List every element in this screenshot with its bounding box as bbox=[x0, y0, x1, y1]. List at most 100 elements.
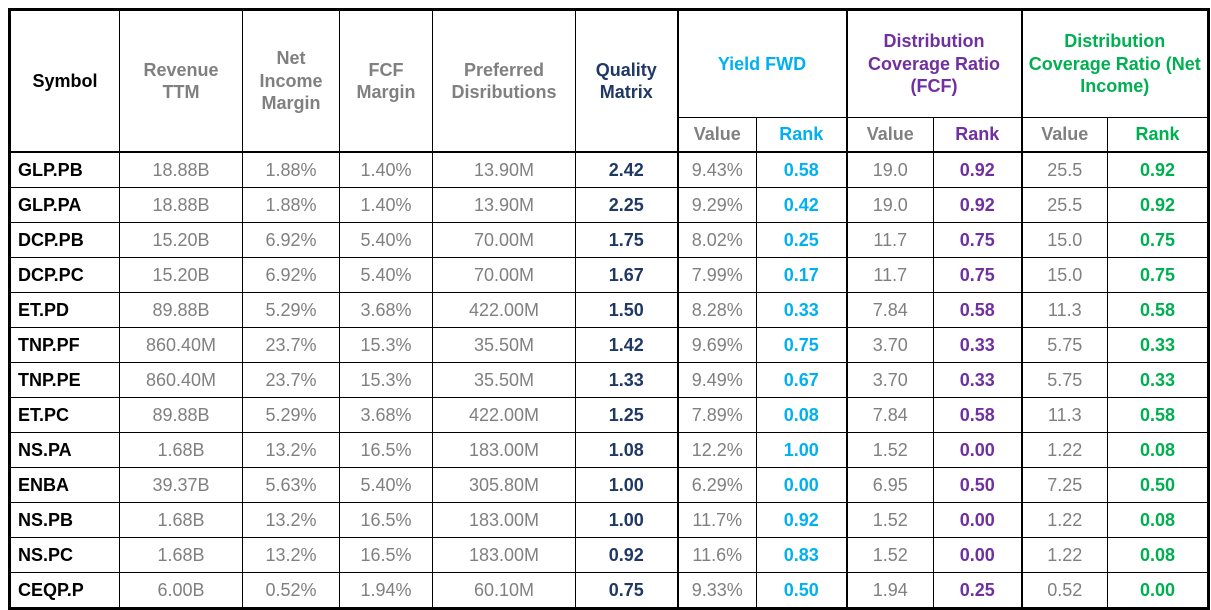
cell-net-income-margin: 13.2% bbox=[242, 432, 340, 468]
cell-yield-value: 6.29% bbox=[676, 467, 757, 503]
table-row: TNP.PF 860.40M 23.7% 15.3% 35.50M 1.42 9.69% 0.… bbox=[9, 327, 1210, 363]
cell-yield-value: 9.33% bbox=[676, 572, 757, 609]
cell-revenue-ttm: 89.88B bbox=[119, 292, 243, 328]
cell-dcr-ni-rank: 0.00 bbox=[1107, 572, 1210, 609]
cell-dcr-fcf-rank: 0.92 bbox=[932, 151, 1023, 188]
cell-dcr-fcf-rank: 0.33 bbox=[932, 362, 1023, 398]
cell-quality-matrix: 1.33 bbox=[575, 362, 678, 398]
cell-dcr-ni-rank: 0.75 bbox=[1107, 257, 1210, 293]
subheader-dcr-fcf-rank: Rank bbox=[932, 117, 1023, 153]
cell-revenue-ttm: 89.88B bbox=[119, 397, 243, 433]
cell-preferred-distributions: 13.90M bbox=[432, 187, 576, 223]
cell-revenue-ttm: 1.68B bbox=[119, 537, 243, 573]
cell-fcf-margin: 5.40% bbox=[339, 257, 433, 293]
cell-yield-value: 7.89% bbox=[676, 397, 757, 433]
cell-net-income-margin: 5.29% bbox=[242, 292, 340, 328]
cell-dcr-fcf-value: 7.84 bbox=[845, 292, 934, 328]
group-header-dcr-fcf: Distribution Coverage Ratio (FCF) bbox=[845, 9, 1023, 118]
cell-dcr-ni-rank: 0.75 bbox=[1107, 222, 1210, 258]
cell-dcr-fcf-rank: 0.50 bbox=[932, 467, 1023, 503]
cell-preferred-distributions: 422.00M bbox=[432, 292, 576, 328]
cell-dcr-fcf-value: 19.0 bbox=[845, 187, 934, 223]
cell-yield-rank: 0.00 bbox=[756, 467, 847, 503]
cell-yield-rank: 0.42 bbox=[756, 187, 847, 223]
subheader-yield-rank: Rank bbox=[756, 117, 847, 153]
cell-dcr-fcf-value: 1.52 bbox=[845, 502, 934, 538]
cell-quality-matrix: 1.25 bbox=[575, 397, 678, 433]
cell-dcr-fcf-value: 19.0 bbox=[845, 151, 934, 188]
cell-fcf-margin: 3.68% bbox=[339, 397, 433, 433]
cell-dcr-ni-value: 15.0 bbox=[1020, 222, 1109, 258]
cell-dcr-ni-value: 1.22 bbox=[1020, 537, 1109, 573]
cell-dcr-ni-rank: 0.08 bbox=[1107, 432, 1210, 468]
cell-revenue-ttm: 39.37B bbox=[119, 467, 243, 503]
cell-preferred-distributions: 183.00M bbox=[432, 537, 576, 573]
cell-dcr-ni-value: 25.5 bbox=[1020, 151, 1109, 188]
table-row: GLP.PA 18.88B 1.88% 1.40% 13.90M 2.25 9.29% 0.4… bbox=[9, 187, 1210, 223]
table-body: GLP.PB 18.88B 1.88% 1.40% 13.90M 2.42 9.43% 0.5… bbox=[9, 151, 1210, 609]
cell-yield-rank: 0.67 bbox=[756, 362, 847, 398]
table-row: TNP.PE 860.40M 23.7% 15.3% 35.50M 1.33 9.49% 0.… bbox=[9, 362, 1210, 398]
cell-symbol: NS.PC bbox=[9, 537, 120, 573]
table-row: DCP.PC 15.20B 6.92% 5.40% 70.00M 1.67 7.99% 0.1… bbox=[9, 257, 1210, 293]
cell-revenue-ttm: 15.20B bbox=[119, 257, 243, 293]
cell-yield-rank: 0.33 bbox=[756, 292, 847, 328]
cell-preferred-distributions: 183.00M bbox=[432, 502, 576, 538]
cell-dcr-fcf-value: 1.52 bbox=[845, 432, 934, 468]
cell-dcr-fcf-value: 11.7 bbox=[845, 257, 934, 293]
cell-dcr-fcf-value: 3.70 bbox=[845, 327, 934, 363]
cell-yield-rank: 0.58 bbox=[756, 151, 847, 188]
subheader-dcr-ni-value: Value bbox=[1020, 117, 1109, 153]
cell-dcr-ni-value: 7.25 bbox=[1020, 467, 1109, 503]
table-row: GLP.PB 18.88B 1.88% 1.40% 13.90M 2.42 9.43% 0.5… bbox=[9, 151, 1210, 188]
cell-preferred-distributions: 305.80M bbox=[432, 467, 576, 503]
cell-dcr-ni-rank: 0.33 bbox=[1107, 327, 1210, 363]
table-row: ET.PD 89.88B 5.29% 3.68% 422.00M 1.50 8.28% 0.3… bbox=[9, 292, 1210, 328]
cell-fcf-margin: 1.94% bbox=[339, 572, 433, 609]
cell-net-income-margin: 13.2% bbox=[242, 537, 340, 573]
col-header-revenue-ttm: Revenue TTM bbox=[119, 9, 243, 153]
data-table: Symbol Revenue TTM Net Income Margin FCF… bbox=[8, 8, 1211, 610]
cell-quality-matrix: 1.75 bbox=[575, 222, 678, 258]
cell-yield-value: 11.6% bbox=[676, 537, 757, 573]
cell-net-income-margin: 13.2% bbox=[242, 502, 340, 538]
group-header-dcr-net-income: Distribution Coverage Ratio (Net Income) bbox=[1020, 9, 1210, 118]
cell-preferred-distributions: 422.00M bbox=[432, 397, 576, 433]
cell-dcr-fcf-value: 1.94 bbox=[845, 572, 934, 609]
cell-dcr-ni-rank: 0.08 bbox=[1107, 537, 1210, 573]
cell-fcf-margin: 16.5% bbox=[339, 432, 433, 468]
cell-revenue-ttm: 1.68B bbox=[119, 502, 243, 538]
cell-dcr-fcf-rank: 0.75 bbox=[932, 222, 1023, 258]
cell-net-income-margin: 23.7% bbox=[242, 362, 340, 398]
cell-preferred-distributions: 60.10M bbox=[432, 572, 576, 609]
cell-revenue-ttm: 6.00B bbox=[119, 572, 243, 609]
cell-dcr-ni-value: 1.22 bbox=[1020, 432, 1109, 468]
cell-quality-matrix: 0.75 bbox=[575, 572, 678, 609]
cell-dcr-ni-value: 11.3 bbox=[1020, 292, 1109, 328]
cell-revenue-ttm: 18.88B bbox=[119, 187, 243, 223]
col-header-net-income-margin: Net Income Margin bbox=[242, 9, 340, 153]
cell-dcr-ni-value: 5.75 bbox=[1020, 362, 1109, 398]
cell-dcr-ni-rank: 0.92 bbox=[1107, 187, 1210, 223]
cell-net-income-margin: 5.29% bbox=[242, 397, 340, 433]
cell-quality-matrix: 1.00 bbox=[575, 502, 678, 538]
cell-preferred-distributions: 183.00M bbox=[432, 432, 576, 468]
cell-yield-rank: 0.75 bbox=[756, 327, 847, 363]
cell-quality-matrix: 1.67 bbox=[575, 257, 678, 293]
cell-yield-rank: 0.08 bbox=[756, 397, 847, 433]
cell-dcr-fcf-rank: 0.58 bbox=[932, 292, 1023, 328]
table-row: NS.PA 1.68B 13.2% 16.5% 183.00M 1.08 12.2% 1.00… bbox=[9, 432, 1210, 468]
cell-yield-rank: 0.50 bbox=[756, 572, 847, 609]
cell-quality-matrix: 2.25 bbox=[575, 187, 678, 223]
cell-symbol: GLP.PA bbox=[9, 187, 120, 223]
cell-dcr-ni-rank: 0.92 bbox=[1107, 151, 1210, 188]
cell-revenue-ttm: 860.40M bbox=[119, 362, 243, 398]
cell-dcr-ni-value: 1.22 bbox=[1020, 502, 1109, 538]
cell-preferred-distributions: 35.50M bbox=[432, 327, 576, 363]
cell-yield-value: 12.2% bbox=[676, 432, 757, 468]
cell-dcr-fcf-rank: 0.25 bbox=[932, 572, 1023, 609]
cell-symbol: TNP.PF bbox=[9, 327, 120, 363]
cell-dcr-fcf-rank: 0.58 bbox=[932, 397, 1023, 433]
cell-dcr-fcf-rank: 0.33 bbox=[932, 327, 1023, 363]
cell-dcr-fcf-value: 3.70 bbox=[845, 362, 934, 398]
